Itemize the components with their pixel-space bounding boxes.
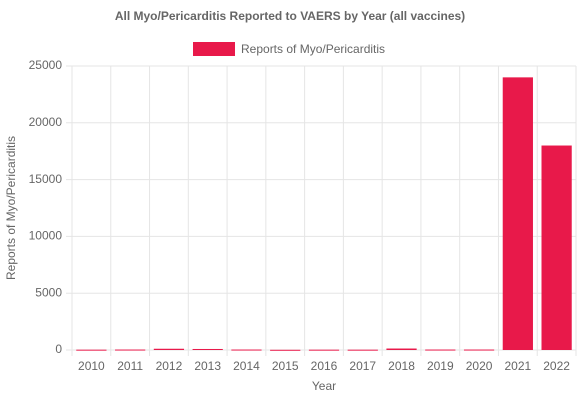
bar [270,349,301,351]
bar [76,349,107,351]
x-tick-label: 2012 [156,359,183,373]
y-tick-label: 15000 [29,172,63,186]
x-tick-label: 2015 [272,359,299,373]
bar [502,77,533,351]
x-tick-label: 2014 [233,359,260,373]
y-axis-label: Reports of Myo/Pericarditis [4,136,18,280]
x-tick-label: 2020 [466,359,493,373]
bar [386,348,417,350]
x-tick-label: 2018 [388,359,415,373]
x-tick-label: 2013 [194,359,221,373]
bar [463,349,495,351]
y-tick-label: 10000 [29,229,63,243]
x-axis-label: Year [312,379,336,393]
chart-title: All Myo/Pericarditis Reported to VAERS b… [115,9,465,23]
x-tick-label: 2016 [311,359,338,373]
legend-swatch [193,42,235,56]
bar [425,349,456,351]
bar [115,349,146,351]
y-tick-label: 20000 [29,115,63,129]
x-tick-label: 2022 [543,359,570,373]
bar [231,349,262,351]
bar [347,349,378,351]
y-tick-label: 5000 [35,285,62,299]
x-tick-label: 2011 [117,359,143,373]
x-tick-label: 2021 [504,359,531,373]
x-tick-label: 2019 [427,359,454,373]
bar [541,145,572,350]
bar [153,348,185,350]
bar [308,349,340,351]
y-tick-label: 0 [55,342,62,356]
x-tick-label: 2017 [349,359,376,373]
legend-label: Reports of Myo/Pericarditis [241,42,385,56]
x-tick-label: 2010 [78,359,105,373]
bar [192,348,223,350]
y-tick-label: 25000 [29,58,63,72]
